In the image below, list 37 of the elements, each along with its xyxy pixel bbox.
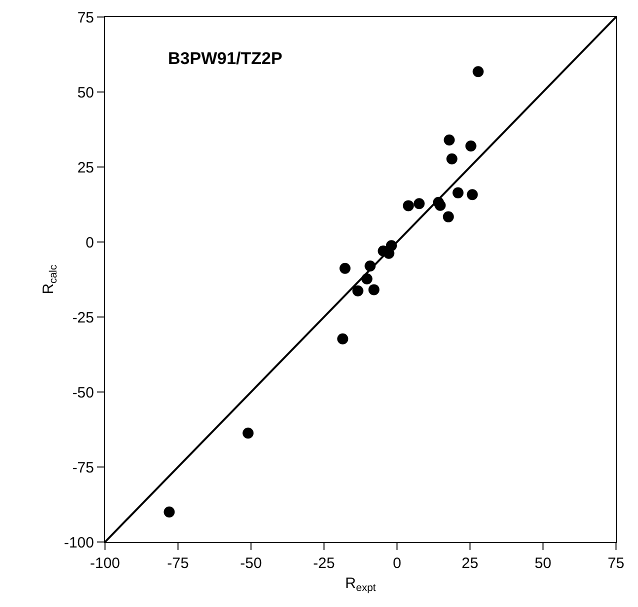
point [340,262,351,274]
x-tick-label: 50 [534,555,552,572]
point [446,153,458,164]
point [414,198,425,210]
x-tick-label: -100 [90,555,120,572]
x-tick-label: 75 [608,555,624,572]
point [402,200,414,212]
point [444,134,455,146]
point [442,211,454,222]
x-axis-title: R$_{expt}$ [345,575,376,594]
x-tick-label: -25 [313,555,335,572]
point [364,260,376,272]
y-tick-label: 25 [77,159,94,176]
point [361,273,372,284]
point [466,189,478,200]
point [352,285,364,296]
x-tick-label: 0 [392,555,402,572]
point [242,428,254,439]
x-tick-label: -50 [240,555,262,572]
point [434,200,446,211]
y-tick-label: -75 [72,459,94,476]
point [472,66,484,78]
y-tick-label: 50 [77,84,94,102]
y-tick-label: -100 [64,534,94,552]
y-tick-label: -25 [72,309,94,326]
x-tick-label: -75 [167,555,189,572]
x-tick-label: 25 [462,555,478,572]
point [386,240,397,252]
annotation: B3PW91/TZ2P [168,49,282,68]
point [452,187,464,198]
point [337,333,348,344]
y-tick-label: -50 [72,384,94,402]
point [368,284,380,296]
point [465,140,476,152]
y-tick-label: 0 [86,234,94,252]
y-tick-label: 75 [77,9,94,26]
point [164,506,175,518]
